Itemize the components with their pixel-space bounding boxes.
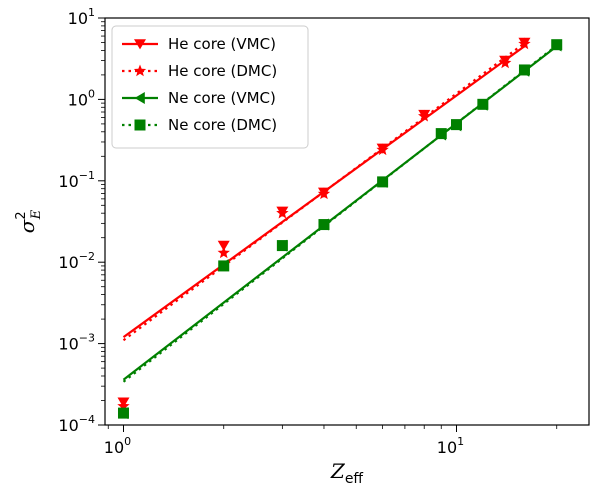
marker-series-3: [435, 128, 447, 140]
y-axis-label: σ2E: [14, 209, 44, 233]
marker-series-3: [518, 64, 530, 76]
marker-series-3: [218, 260, 230, 272]
marker-series-3: [477, 98, 489, 110]
marker-series-1: [376, 143, 389, 156]
marker-series-3: [117, 407, 129, 419]
legend-entry-label: Ne core (VMC): [168, 89, 276, 107]
legend-entry-label: Ne core (DMC): [168, 116, 277, 134]
y-axis-label-sup: 2: [14, 211, 29, 219]
x-tick-label: 101: [437, 435, 464, 457]
y-tick-label: 10−3: [58, 332, 95, 354]
y-tick-label: 10−1: [58, 169, 95, 191]
y-tick-label: 10−4: [58, 413, 95, 435]
legend-entry-label: He core (VMC): [168, 35, 276, 53]
marker-series-1: [418, 109, 431, 122]
legend-marker: [134, 39, 146, 50]
legend-marker: [134, 119, 146, 131]
marker-series-3: [377, 176, 389, 188]
x-axis-label-main: Z: [330, 459, 346, 483]
marker-series-1: [217, 246, 230, 259]
legend-marker: [133, 64, 147, 77]
y-axis-label-sub: E: [29, 209, 44, 220]
x-tick-label: 100: [104, 435, 131, 457]
y-axis-label-main: σ: [15, 218, 39, 233]
marker-series-3: [450, 119, 462, 131]
marker-series-1: [498, 56, 512, 69]
data-markers: [117, 37, 563, 420]
x-axis-label: Zeff: [330, 459, 364, 487]
legend-box: [111, 25, 309, 149]
marker-series-1: [117, 399, 130, 412]
y-tick-label: 100: [68, 87, 95, 109]
plot-frame: [104, 17, 590, 426]
legend-marker: [134, 92, 145, 104]
y-tick-label: 101: [68, 6, 95, 28]
x-axis-label-sub: eff: [345, 471, 364, 487]
marker-series-1: [317, 187, 331, 200]
legend: He core (VMC) He core (DMC) Ne core (VMC) N…: [111, 25, 309, 149]
axis-ticks: 100 101 10−4 10−3 10−2 10−1 100 101: [58, 6, 558, 457]
marker-series-3: [551, 39, 563, 51]
marker-series-1: [276, 206, 289, 219]
legend-entry-label: He core (DMC): [168, 62, 277, 80]
marker-series-3: [276, 240, 288, 252]
marker-series-0: [217, 240, 230, 251]
marker-series-3: [318, 219, 330, 231]
marker-series-1: [518, 37, 531, 50]
y-tick-label: 10−2: [58, 250, 95, 272]
